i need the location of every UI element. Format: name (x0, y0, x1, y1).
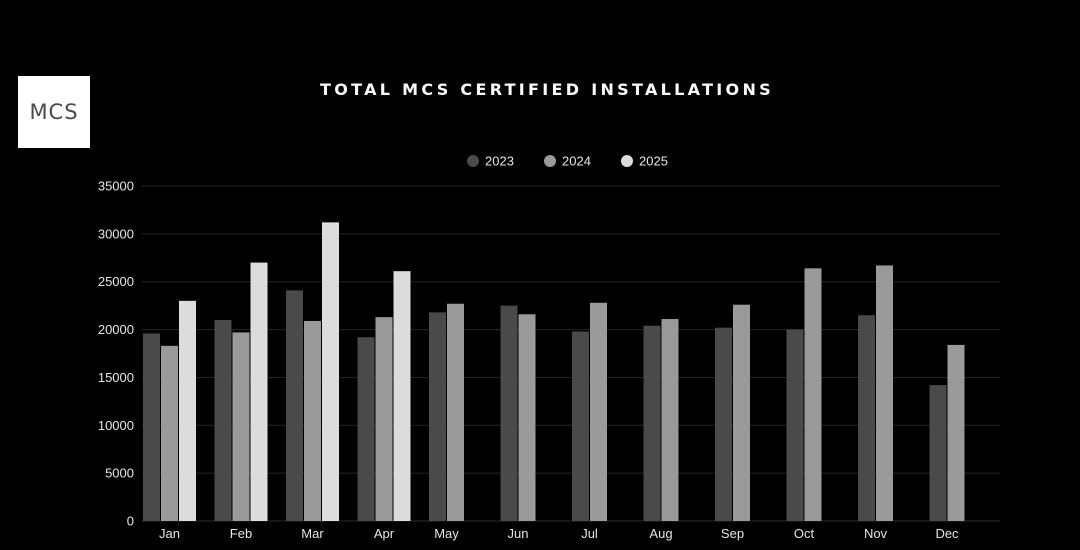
x-tick-label: Mar (301, 526, 324, 541)
y-tick-label: 25000 (98, 274, 134, 289)
legend-label-2025: 2025 (639, 154, 668, 169)
bar-jun-2024 (518, 314, 536, 521)
y-tick-label: 0 (127, 514, 134, 529)
bar-sep-2023 (715, 327, 732, 521)
logo-text: MCS (29, 100, 79, 124)
x-tick-label: Jan (159, 526, 180, 541)
bar-dec-2024 (947, 344, 965, 521)
y-tick-label: 15000 (98, 370, 134, 385)
bar-jun-2023 (500, 305, 518, 521)
bar-apr-2023 (357, 337, 375, 521)
y-tick-label: 20000 (98, 322, 134, 337)
chart-title: TOTAL MCS CERTIFIED INSTALLATIONS (320, 80, 774, 99)
bar-mar-2024 (304, 320, 321, 521)
legend-marker-2023 (467, 155, 479, 167)
bar-oct-2024 (804, 268, 822, 521)
y-tick-label: 5000 (105, 466, 134, 481)
bar-mar-2025 (322, 222, 339, 521)
mcs-logo: MCS (18, 76, 90, 148)
x-tick-label: Nov (864, 526, 888, 541)
x-tick-label: Feb (230, 526, 252, 541)
bar-apr-2025 (393, 271, 411, 521)
y-tick-label: 10000 (98, 418, 134, 433)
y-tick-label: 30000 (98, 226, 134, 241)
bar-jan-2024 (161, 345, 178, 521)
bar-oct-2023 (786, 329, 804, 521)
bar-dec-2023 (929, 385, 947, 521)
legend-marker-2025 (621, 155, 633, 167)
bar-nov-2023 (858, 315, 875, 521)
x-tick-label: Jun (508, 526, 529, 541)
legend-label-2024: 2024 (562, 154, 591, 169)
x-tick-label: Aug (649, 526, 672, 541)
bar-mar-2023 (286, 290, 303, 521)
legend-label-2023: 2023 (485, 154, 514, 169)
bar-feb-2025 (250, 262, 268, 521)
bar-sep-2024 (733, 304, 750, 521)
y-tick-label: 35000 (98, 179, 134, 194)
x-tick-label: Oct (794, 526, 815, 541)
bar-jul-2023 (572, 331, 589, 521)
x-tick-label: Dec (935, 526, 959, 541)
bar-apr-2024 (375, 317, 393, 521)
x-tick-label: May (434, 526, 459, 541)
bar-jan-2025 (179, 300, 196, 521)
bar-feb-2023 (214, 320, 232, 521)
bar-nov-2024 (876, 265, 893, 521)
x-tick-label: Jul (581, 526, 598, 541)
bar-jul-2024 (590, 302, 607, 521)
bar-aug-2023 (643, 325, 661, 521)
bar-may-2023 (429, 312, 446, 521)
bar-aug-2024 (661, 319, 679, 521)
x-tick-label: Apr (374, 526, 395, 541)
bar-jan-2023 (143, 333, 160, 521)
x-tick-label: Sep (721, 526, 744, 541)
legend-marker-2024 (544, 155, 556, 167)
bar-may-2024 (447, 303, 464, 521)
bar-feb-2024 (232, 332, 250, 521)
